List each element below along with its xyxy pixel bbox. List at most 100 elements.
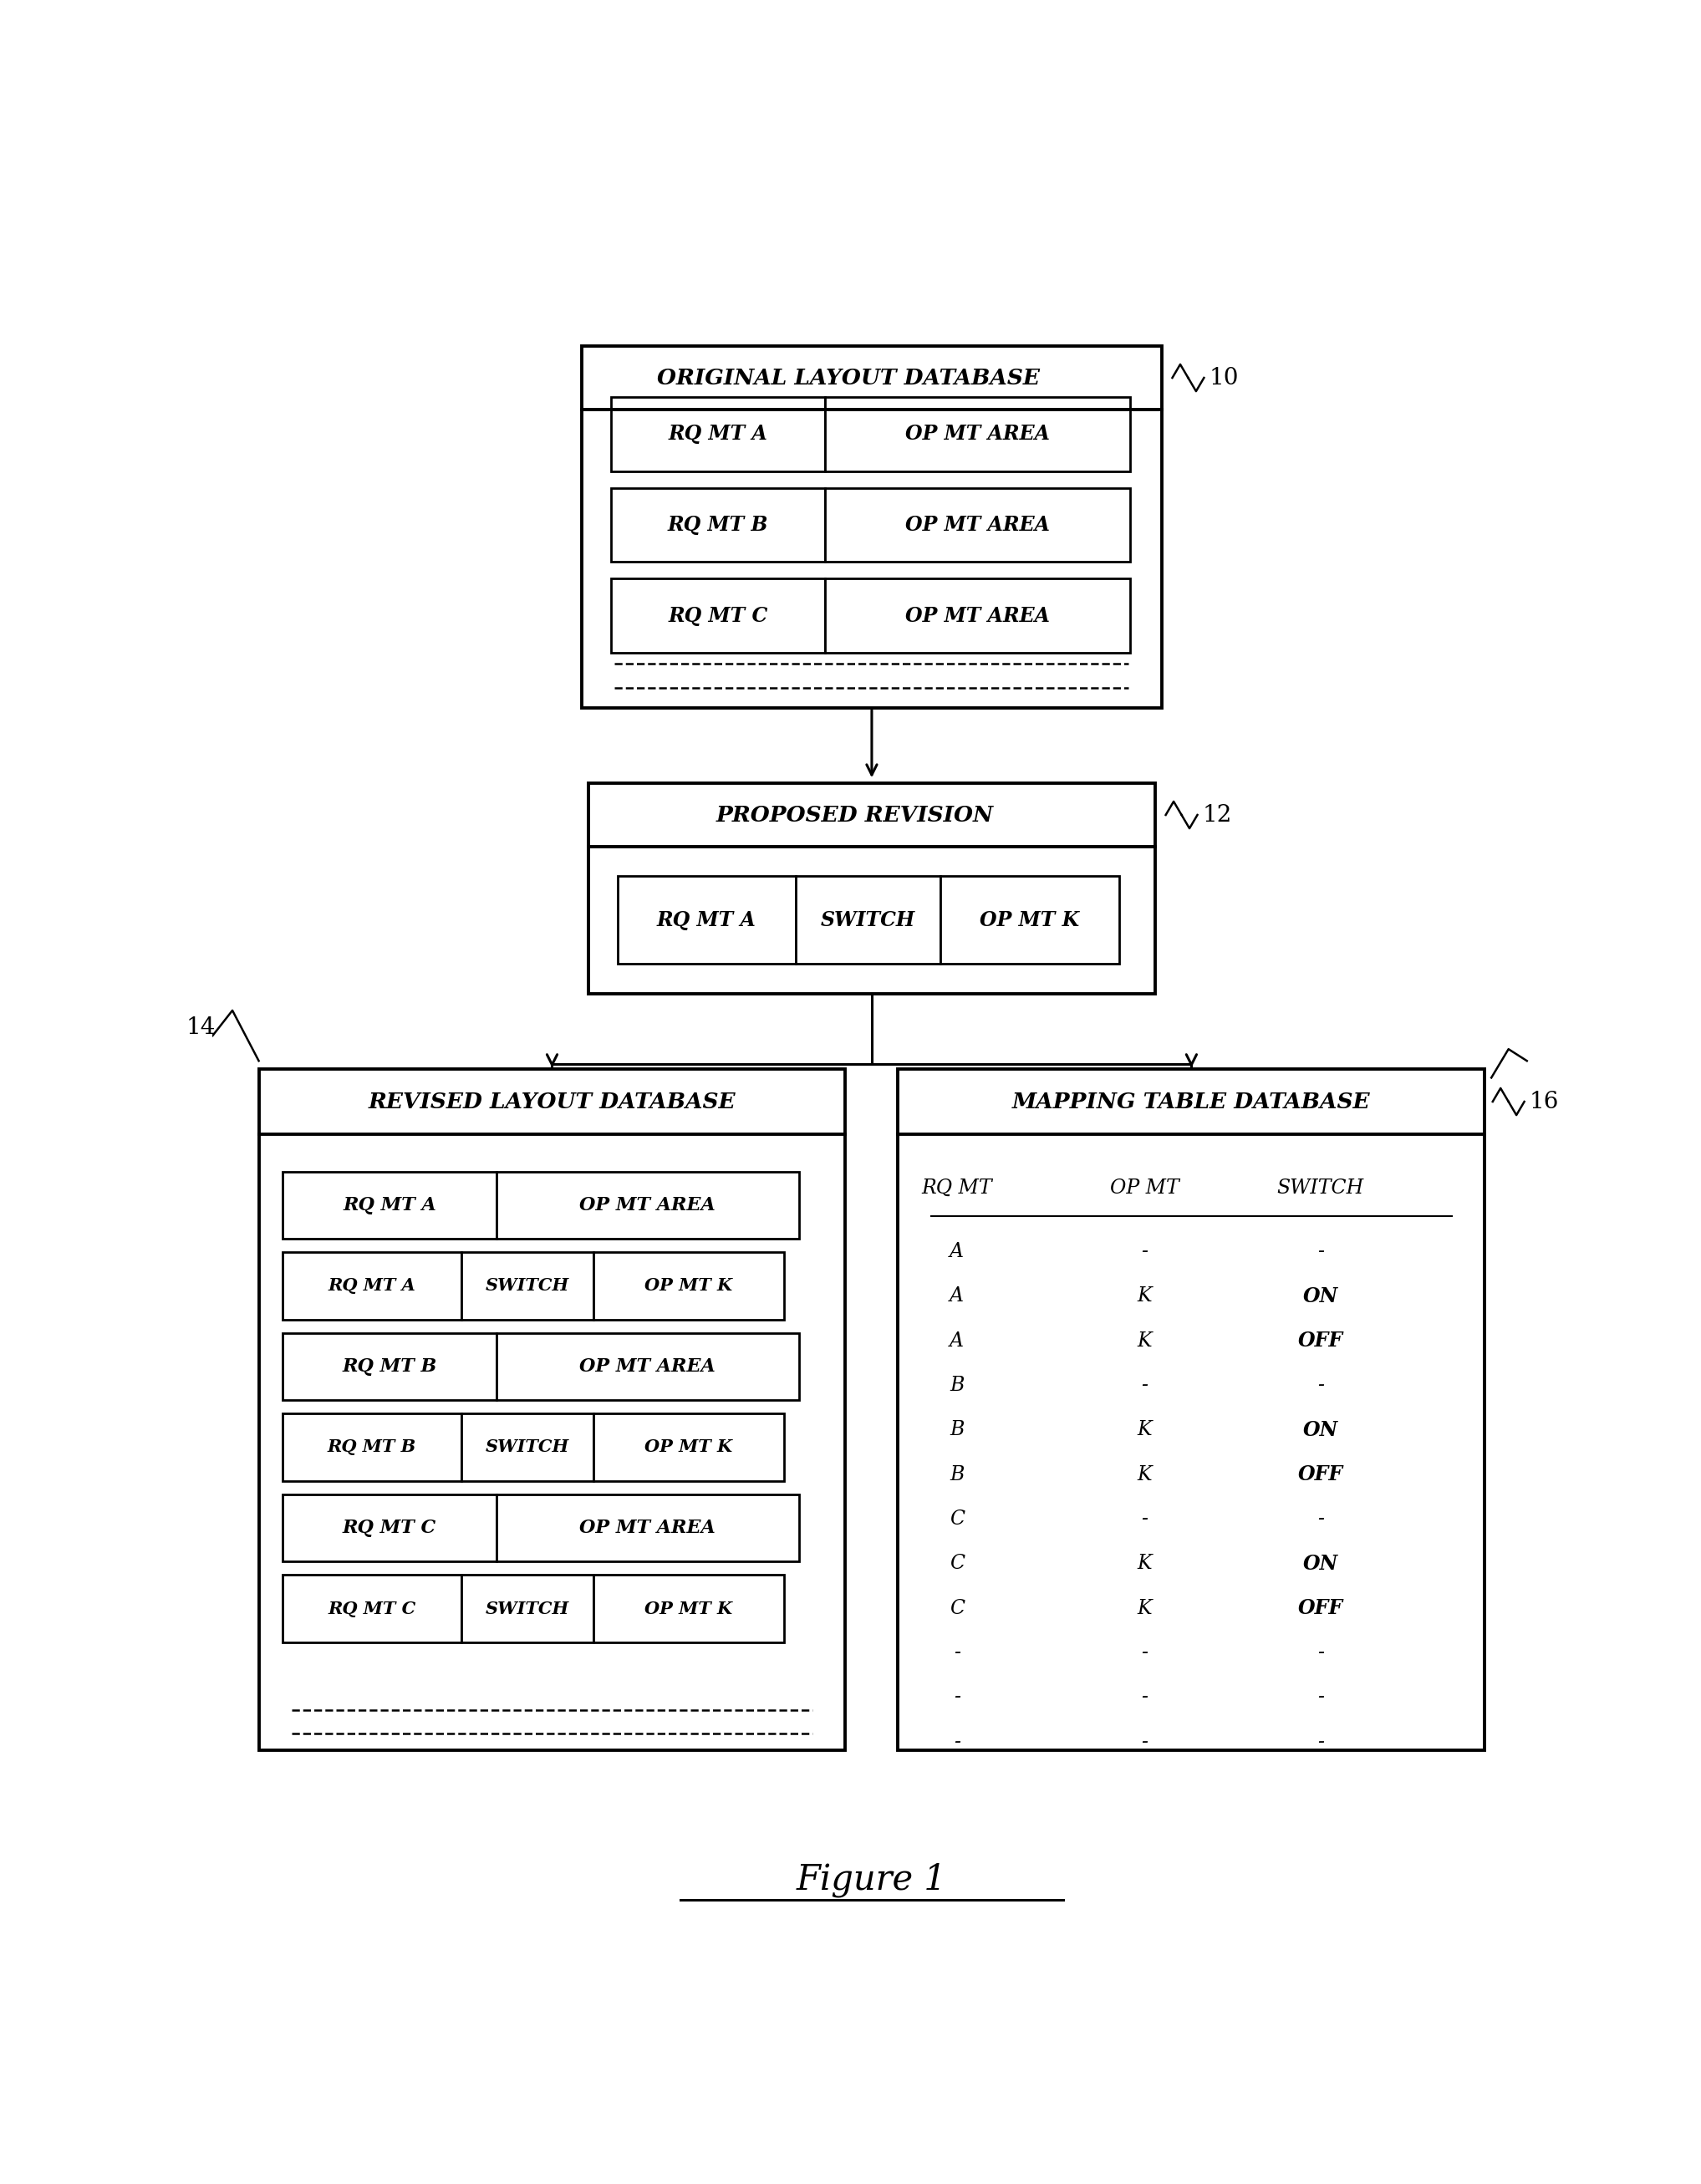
Text: -: - xyxy=(1141,1376,1148,1396)
Text: 12: 12 xyxy=(1203,804,1232,826)
FancyBboxPatch shape xyxy=(594,1575,784,1642)
FancyBboxPatch shape xyxy=(582,345,1162,708)
Text: OP MT AREA: OP MT AREA xyxy=(580,1197,716,1214)
FancyBboxPatch shape xyxy=(825,487,1129,561)
FancyBboxPatch shape xyxy=(497,1494,799,1562)
Text: -: - xyxy=(1141,1243,1148,1262)
Text: OP MT K: OP MT K xyxy=(645,1601,733,1616)
Text: B: B xyxy=(949,1465,964,1485)
Text: B: B xyxy=(949,1376,964,1396)
Text: RQ MT: RQ MT xyxy=(922,1177,992,1197)
Text: ORIGINAL LAYOUT DATABASE: ORIGINAL LAYOUT DATABASE xyxy=(657,367,1039,389)
FancyBboxPatch shape xyxy=(282,1171,497,1238)
Text: 16: 16 xyxy=(1529,1090,1560,1114)
Text: B: B xyxy=(949,1420,964,1439)
Text: OP MT AREA: OP MT AREA xyxy=(580,1356,716,1376)
Text: -: - xyxy=(1141,1642,1148,1662)
FancyBboxPatch shape xyxy=(259,1070,845,1749)
Text: -: - xyxy=(1317,1509,1323,1529)
FancyBboxPatch shape xyxy=(282,1251,461,1319)
FancyBboxPatch shape xyxy=(611,579,825,653)
Text: 10: 10 xyxy=(1209,367,1238,389)
FancyBboxPatch shape xyxy=(611,397,825,472)
Text: ON: ON xyxy=(1303,1286,1339,1306)
Text: K: K xyxy=(1138,1420,1152,1439)
Text: SWITCH: SWITCH xyxy=(822,911,915,930)
Text: -: - xyxy=(1141,1688,1148,1708)
Text: OFF: OFF xyxy=(1298,1330,1344,1352)
Text: MAPPING TABLE DATABASE: MAPPING TABLE DATABASE xyxy=(1012,1092,1371,1112)
Text: RQ MT C: RQ MT C xyxy=(342,1518,437,1538)
Text: RQ MT C: RQ MT C xyxy=(668,605,767,627)
FancyBboxPatch shape xyxy=(282,1413,461,1481)
FancyBboxPatch shape xyxy=(282,1575,461,1642)
Text: OP MT K: OP MT K xyxy=(980,911,1080,930)
Text: OFF: OFF xyxy=(1298,1465,1344,1485)
Text: SWITCH: SWITCH xyxy=(485,1601,570,1616)
FancyBboxPatch shape xyxy=(461,1251,594,1319)
Text: -: - xyxy=(1317,1243,1323,1262)
Text: -: - xyxy=(954,1732,959,1752)
Text: RQ MT B: RQ MT B xyxy=(668,515,769,535)
Text: A: A xyxy=(949,1286,964,1306)
FancyBboxPatch shape xyxy=(825,579,1129,653)
Text: SWITCH: SWITCH xyxy=(485,1278,570,1295)
Text: K: K xyxy=(1138,1555,1152,1572)
Text: OP MT K: OP MT K xyxy=(645,1278,733,1295)
Text: -: - xyxy=(1317,1688,1323,1708)
FancyBboxPatch shape xyxy=(461,1413,594,1481)
FancyBboxPatch shape xyxy=(796,876,941,963)
FancyBboxPatch shape xyxy=(611,487,825,561)
Text: -: - xyxy=(1141,1509,1148,1529)
Text: RQ MT A: RQ MT A xyxy=(668,424,767,443)
Text: RQ MT C: RQ MT C xyxy=(328,1601,417,1616)
Text: Figure 1: Figure 1 xyxy=(796,1863,947,1898)
FancyBboxPatch shape xyxy=(617,876,796,963)
Text: -: - xyxy=(1317,1732,1323,1752)
FancyBboxPatch shape xyxy=(497,1171,799,1238)
Text: SWITCH: SWITCH xyxy=(485,1439,570,1455)
Text: OP MT AREA: OP MT AREA xyxy=(905,515,1050,535)
FancyBboxPatch shape xyxy=(497,1332,799,1400)
Text: K: K xyxy=(1138,1599,1152,1618)
Text: -: - xyxy=(1141,1732,1148,1752)
FancyBboxPatch shape xyxy=(282,1332,497,1400)
FancyBboxPatch shape xyxy=(825,397,1129,472)
FancyBboxPatch shape xyxy=(461,1575,594,1642)
Text: PROPOSED REVISION: PROPOSED REVISION xyxy=(716,804,993,826)
FancyBboxPatch shape xyxy=(898,1070,1485,1749)
Text: OP MT K: OP MT K xyxy=(645,1439,733,1455)
Text: C: C xyxy=(949,1509,964,1529)
FancyBboxPatch shape xyxy=(941,876,1119,963)
Text: A: A xyxy=(949,1332,964,1350)
FancyBboxPatch shape xyxy=(282,1494,497,1562)
Text: -: - xyxy=(954,1688,959,1708)
Text: SWITCH: SWITCH xyxy=(1277,1177,1364,1197)
Text: K: K xyxy=(1138,1286,1152,1306)
Text: RQ MT A: RQ MT A xyxy=(328,1278,415,1295)
Text: -: - xyxy=(1317,1376,1323,1396)
Text: RQ MT A: RQ MT A xyxy=(657,911,757,930)
Text: OP MT AREA: OP MT AREA xyxy=(905,605,1050,627)
Text: OFF: OFF xyxy=(1298,1599,1344,1618)
Text: -: - xyxy=(1317,1642,1323,1662)
FancyBboxPatch shape xyxy=(589,784,1155,994)
Text: OP MT: OP MT xyxy=(1111,1177,1179,1197)
Text: C: C xyxy=(949,1555,964,1572)
Text: REVISED LAYOUT DATABASE: REVISED LAYOUT DATABASE xyxy=(369,1092,737,1112)
Text: RQ MT B: RQ MT B xyxy=(342,1356,437,1376)
Text: ON: ON xyxy=(1303,1420,1339,1439)
Text: -: - xyxy=(954,1642,959,1662)
FancyBboxPatch shape xyxy=(594,1413,784,1481)
FancyBboxPatch shape xyxy=(594,1251,784,1319)
Text: K: K xyxy=(1138,1332,1152,1350)
Text: OP MT AREA: OP MT AREA xyxy=(580,1518,716,1538)
Text: C: C xyxy=(949,1599,964,1618)
Text: A: A xyxy=(949,1243,964,1262)
Text: OP MT AREA: OP MT AREA xyxy=(905,424,1050,443)
Text: 14: 14 xyxy=(187,1016,216,1040)
Text: K: K xyxy=(1138,1465,1152,1485)
Text: RQ MT A: RQ MT A xyxy=(344,1197,435,1214)
Text: RQ MT B: RQ MT B xyxy=(328,1439,417,1455)
Text: ON: ON xyxy=(1303,1553,1339,1575)
